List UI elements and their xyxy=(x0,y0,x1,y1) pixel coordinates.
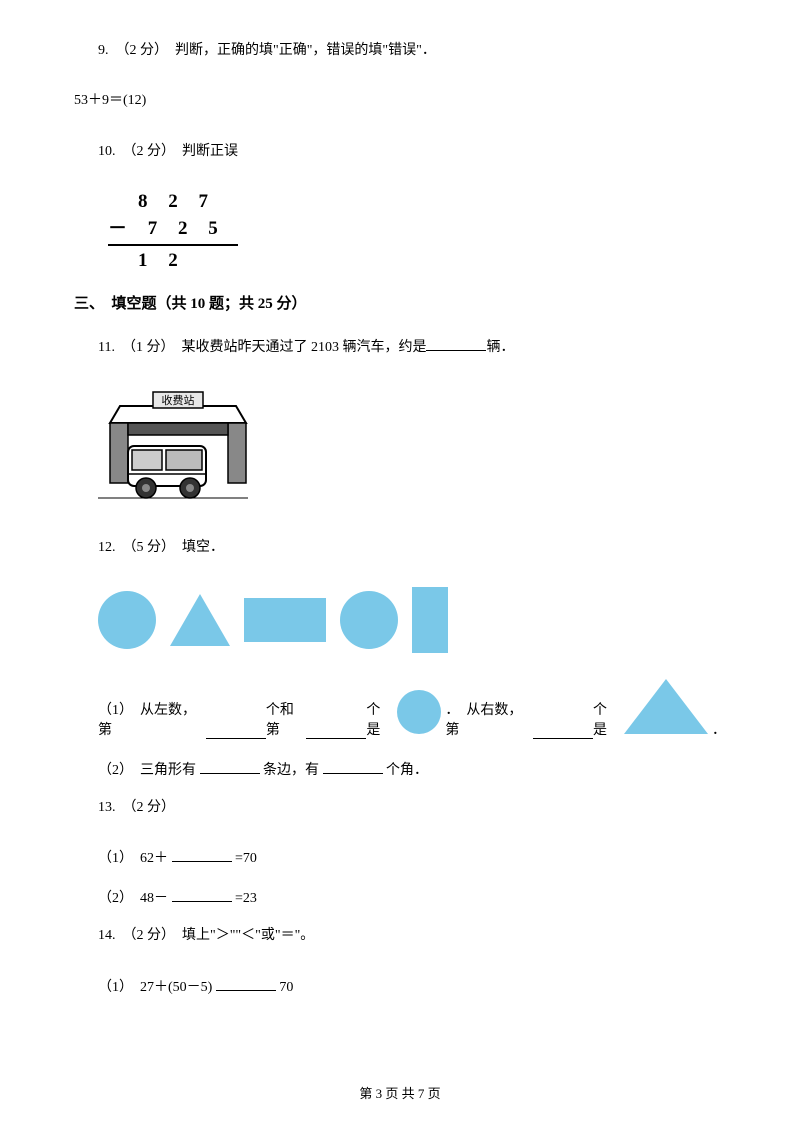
toll-station-image: 收费站 xyxy=(98,388,726,523)
question-10: 10. （2 分） 判断正误 xyxy=(98,141,726,163)
question-14: 14. （2 分） 填上"＞""＜"或"＝"。 xyxy=(98,925,726,947)
q10-text: 10. （2 分） 判断正误 xyxy=(98,141,726,163)
q10-subtraction: 8 2 7 － 7 2 5 1 2 xyxy=(98,191,726,272)
shape-circle-2 xyxy=(340,591,398,649)
subtraction-subtrahend: － 7 2 5 xyxy=(108,213,726,240)
q12-sub2: （2） 三角形有 条边，有 个角． xyxy=(98,759,726,779)
q13-blank-2[interactable] xyxy=(172,888,232,902)
q12-blank-3[interactable] xyxy=(533,725,593,739)
subtraction-minuend: 8 2 7 xyxy=(138,191,726,213)
inline-circle-icon xyxy=(397,690,441,734)
subtraction-line xyxy=(108,244,238,246)
q14-text: 14. （2 分） 填上"＞""＜"或"＝"。 xyxy=(98,925,726,947)
q11-suffix: 辆． xyxy=(486,340,514,355)
shape-rectangle-tall xyxy=(412,587,448,653)
question-9: 9. （2 分） 判断，正确的填"正确"，错误的填"错误"． xyxy=(98,40,726,62)
q13-blank-1[interactable] xyxy=(172,848,232,862)
subtraction-result: 1 2 xyxy=(138,250,726,272)
q12-blank-5[interactable] xyxy=(323,760,383,774)
q12-blank-2[interactable] xyxy=(306,725,366,739)
shape-rectangle-1 xyxy=(244,598,326,642)
q9-text: 9. （2 分） 判断，正确的填"正确"，错误的填"错误"． xyxy=(98,40,726,62)
q12-shapes xyxy=(98,587,726,653)
shape-circle-1 xyxy=(98,591,156,649)
q12-text: 12. （5 分） 填空． xyxy=(98,537,726,559)
q14-blank-1[interactable] xyxy=(216,977,276,991)
question-13: 13. （2 分） xyxy=(98,797,726,819)
page-footer: 第 3 页 共 7 页 xyxy=(0,1083,800,1102)
q11-blank[interactable] xyxy=(426,337,486,351)
question-12: 12. （5 分） 填空． xyxy=(98,537,726,559)
q13-text: 13. （2 分） xyxy=(98,797,726,819)
question-11: 11. （1 分） 某收费站昨天通过了 2103 辆汽车，约是 辆． xyxy=(98,337,726,359)
q12-sub1: （1） 从左数，第 个和第 个是 ． 从右数，第 个是 ． xyxy=(98,679,726,739)
q9-expression: 53＋9＝(12) xyxy=(74,90,726,112)
q12-blank-1[interactable] xyxy=(206,725,266,739)
shape-triangle-1 xyxy=(170,594,230,646)
section-3-header: 三、 填空题（共 10 题；共 25 分） xyxy=(74,292,726,313)
q11-prefix: 11. （1 分） 某收费站昨天通过了 2103 辆汽车，约是 xyxy=(98,340,426,355)
q14-sub1: （1） 27＋(50－5) 70 xyxy=(98,976,726,996)
inline-triangle-icon xyxy=(624,679,708,734)
q13-sub2: （2） 48－ =23 xyxy=(98,887,726,907)
q12-blank-4[interactable] xyxy=(200,760,260,774)
q13-sub1: （1） 62＋ =70 xyxy=(98,847,726,867)
toll-sign-text: 收费站 xyxy=(162,393,195,407)
